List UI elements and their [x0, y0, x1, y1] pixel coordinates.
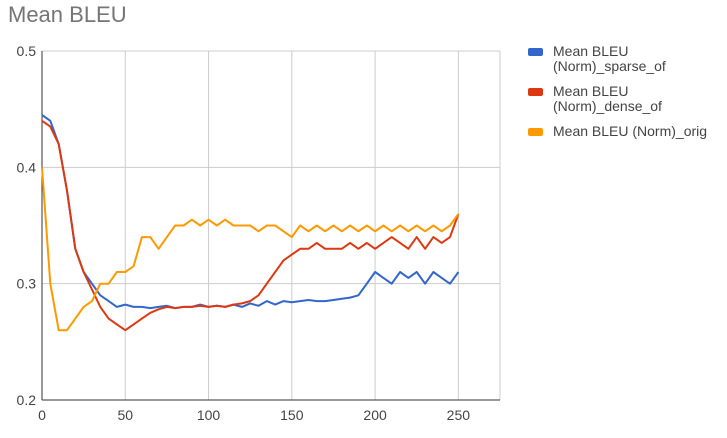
- legend-item-1: Mean BLEU (Norm)_sparse_of: [528, 44, 724, 74]
- series-line-3: [41, 167, 460, 332]
- y-tick-label: 0.3: [17, 276, 37, 292]
- series-layer: [41, 114, 460, 332]
- chart-axes: [41, 51, 500, 401]
- legend-swatch: [528, 88, 543, 96]
- x-tick-label: 50: [117, 407, 133, 423]
- x-tick-label: 250: [447, 407, 471, 423]
- chart-title: Mean BLEU: [8, 2, 127, 27]
- x-tick-label: 150: [280, 407, 304, 423]
- legend-label: Mean BLEU (Norm)_orig: [553, 123, 708, 139]
- legend-swatch: [528, 128, 543, 136]
- series-line-2: [41, 119, 460, 332]
- legend-label: Mean BLEU (Norm)_dense_of: [553, 83, 662, 114]
- legend-item-3: Mean BLEU (Norm)_orig: [528, 124, 724, 139]
- legend-label: Mean BLEU (Norm)_sparse_of: [553, 43, 666, 74]
- x-tick-label: 0: [38, 407, 46, 423]
- tick-label-layer: 0.2 0.3 0.4 0.5 0 50 100 150 200 250: [17, 43, 471, 423]
- series-line-1: [41, 114, 460, 310]
- y-tick-label: 0.5: [17, 43, 37, 59]
- legend-item-2: Mean BLEU (Norm)_dense_of: [528, 84, 724, 114]
- y-tick-label: 0.4: [17, 159, 37, 175]
- legend-swatch: [528, 48, 543, 56]
- chart-grid: [42, 50, 501, 400]
- y-tick-label: 0.2: [17, 392, 37, 408]
- chart-legend: Mean BLEU (Norm)_sparse_of Mean BLEU (Nor…: [528, 44, 724, 149]
- x-tick-label: 200: [363, 407, 387, 423]
- x-tick-label: 100: [197, 407, 221, 423]
